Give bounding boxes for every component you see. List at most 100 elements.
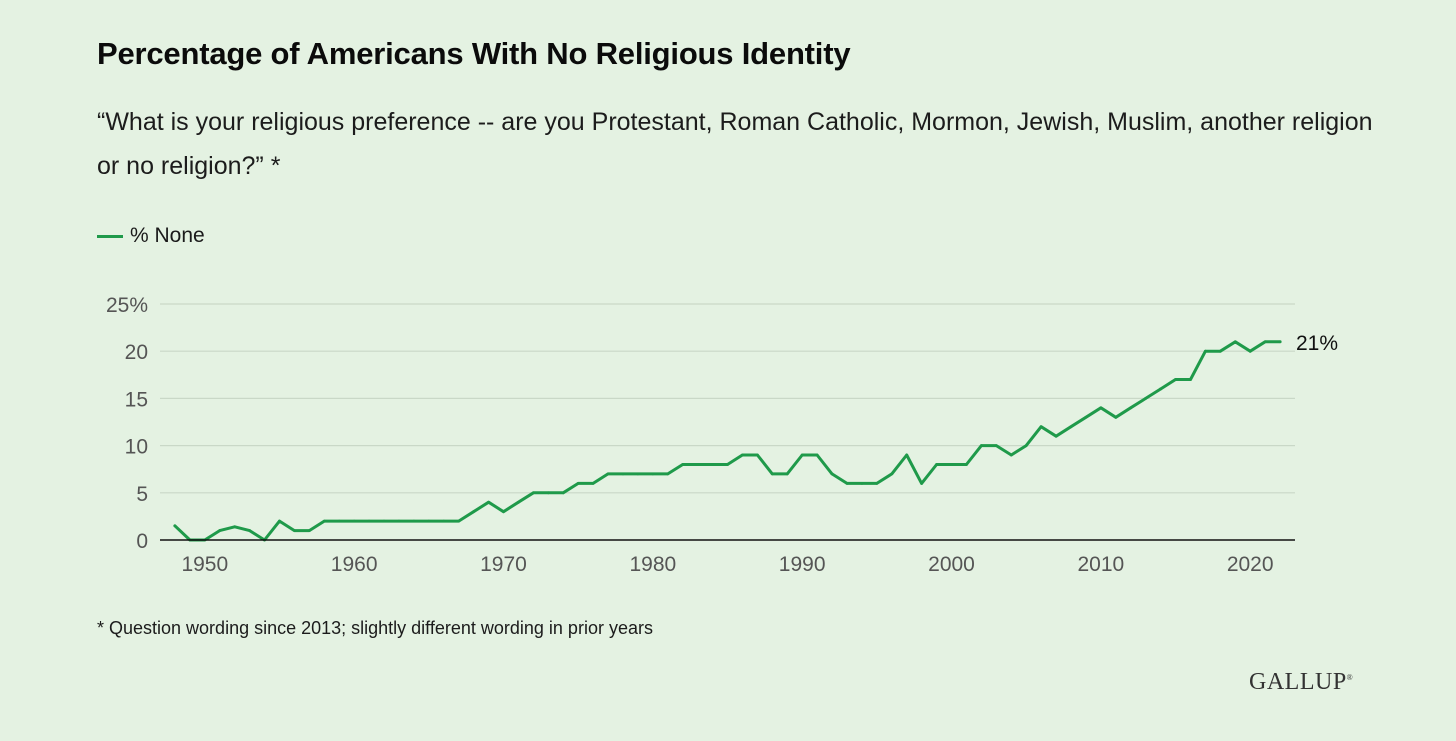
data-point <box>1248 349 1252 353</box>
data-point <box>248 529 252 532</box>
x-tick-label: 2010 <box>1077 553 1124 576</box>
data-point <box>278 519 281 523</box>
data-point <box>651 472 655 476</box>
data-point <box>502 510 505 514</box>
data-point <box>397 519 401 523</box>
data-point <box>890 472 894 476</box>
data-point <box>457 519 461 523</box>
end-value-label: 21% <box>1296 332 1338 355</box>
trademark-mark: ® <box>1346 673 1354 682</box>
data-point <box>905 453 909 457</box>
x-tick-label: 2020 <box>1227 553 1274 576</box>
data-point <box>442 519 446 523</box>
x-tick-label: 1960 <box>331 553 378 576</box>
data-point <box>1218 349 1222 353</box>
data-point <box>726 463 729 466</box>
series-layer: 21% <box>173 332 1338 542</box>
chart-legend: % None <box>97 224 205 248</box>
x-tick-label: 1950 <box>181 553 228 576</box>
data-point <box>1084 415 1088 419</box>
data-point <box>815 453 819 457</box>
y-tick-label: 25% <box>106 294 148 317</box>
data-point <box>1203 349 1207 353</box>
y-tick-label: 15 <box>125 388 148 411</box>
data-point <box>741 453 744 457</box>
data-point <box>755 453 759 457</box>
data-point <box>1263 340 1267 344</box>
data-point <box>830 472 834 476</box>
data-point <box>517 500 520 504</box>
data-point <box>935 463 938 466</box>
data-point <box>218 529 222 532</box>
x-tick-label: 1970 <box>480 553 527 576</box>
data-point <box>531 491 535 495</box>
data-point <box>1278 340 1282 344</box>
data-point <box>1099 406 1103 410</box>
data-point <box>636 472 640 476</box>
data-point <box>845 481 849 485</box>
y-axis-ticks: 0 5 10 15 20 25% <box>106 294 148 553</box>
chart-subtitle: “What is your religious preference -- ar… <box>97 108 1373 180</box>
data-point <box>472 510 476 514</box>
data-point <box>875 481 879 485</box>
data-point <box>1024 444 1028 447</box>
data-point <box>173 524 177 528</box>
data-point <box>965 463 968 466</box>
data-point <box>337 519 341 523</box>
data-point <box>920 481 924 485</box>
data-point <box>1233 340 1237 344</box>
data-point <box>576 481 580 485</box>
gallup-logo-text: GALLUP <box>1249 669 1347 695</box>
data-point <box>561 491 565 495</box>
data-point <box>1114 415 1118 419</box>
data-point <box>1174 378 1177 381</box>
data-point <box>1039 425 1043 429</box>
data-point <box>1069 425 1073 429</box>
legend-line-swatch <box>97 234 123 238</box>
x-tick-label: 1980 <box>629 553 676 576</box>
data-point <box>1189 378 1192 381</box>
chart-title: Percentage of Americans With No Religiou… <box>97 36 851 71</box>
data-point <box>621 472 625 476</box>
data-point <box>412 519 416 523</box>
y-tick-label: 20 <box>125 341 148 364</box>
gallup-logo: GALLUP® <box>1249 669 1353 696</box>
data-point <box>1129 406 1133 410</box>
data-point <box>382 519 386 523</box>
data-point <box>293 529 296 532</box>
data-point <box>352 519 356 523</box>
data-point <box>427 519 431 523</box>
data-point <box>367 519 371 523</box>
data-point <box>591 481 595 485</box>
series-line-none <box>173 340 1282 542</box>
data-point <box>233 525 237 529</box>
data-point <box>711 463 714 466</box>
x-tick-label: 2000 <box>928 553 975 576</box>
y-tick-label: 10 <box>125 436 148 459</box>
footnote: * Question wording since 2013; slightly … <box>97 618 653 638</box>
data-point <box>696 463 700 466</box>
data-point <box>800 453 804 457</box>
data-point <box>487 500 490 504</box>
data-point <box>770 472 774 476</box>
data-point <box>307 529 311 532</box>
data-point <box>1009 453 1013 457</box>
data-point <box>681 463 685 466</box>
data-point <box>860 481 864 485</box>
data-point <box>1144 397 1148 400</box>
y-tick-label: 5 <box>136 483 148 506</box>
data-point <box>322 519 326 523</box>
legend-label: % None <box>130 224 205 247</box>
data-point <box>785 472 789 476</box>
gridlines <box>160 303 1295 494</box>
data-point <box>1054 434 1058 438</box>
y-tick-label: 0 <box>136 530 148 553</box>
data-point <box>979 444 983 447</box>
data-point <box>1159 387 1162 391</box>
data-point <box>606 472 610 476</box>
data-point <box>950 463 953 466</box>
data-point <box>666 472 670 476</box>
x-tick-label: 1990 <box>779 553 826 576</box>
data-point <box>994 444 998 447</box>
